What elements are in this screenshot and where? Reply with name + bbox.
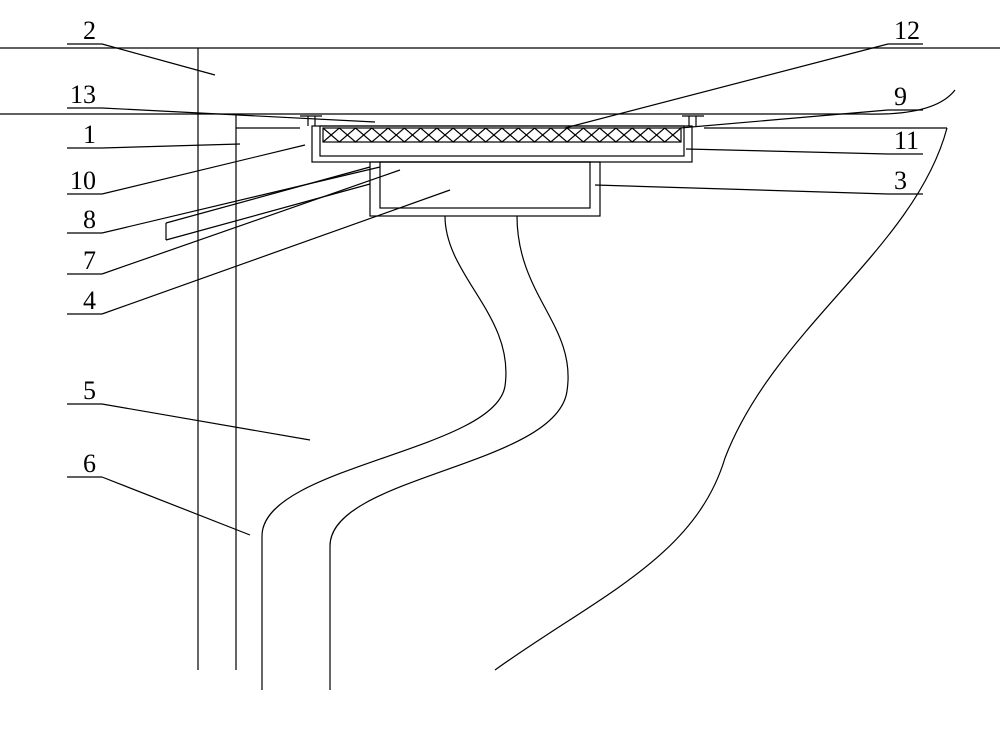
callout-label-l2: 2 bbox=[83, 16, 96, 45]
callout-label-l13: 13 bbox=[70, 80, 96, 109]
callout-label-l5: 5 bbox=[83, 376, 96, 405]
callout-leader bbox=[565, 44, 888, 128]
callout-leader bbox=[680, 110, 888, 128]
callout-leader bbox=[686, 149, 888, 154]
callout-label-l4: 4 bbox=[83, 286, 96, 315]
callout-leader bbox=[595, 185, 888, 194]
callout-label-l1: 1 bbox=[83, 120, 96, 149]
callout-leader bbox=[102, 145, 305, 194]
callout-label-l8: 8 bbox=[83, 205, 96, 234]
callout-leader bbox=[102, 477, 250, 535]
callout-leader bbox=[102, 167, 380, 233]
technical-diagram: 2 13 1 10 8 7 4 5 6 12 9 11 3 bbox=[0, 0, 1000, 741]
callout-leader bbox=[102, 144, 240, 148]
callout-leader bbox=[102, 190, 450, 314]
callout-label-l6: 6 bbox=[83, 449, 96, 478]
callout-leader bbox=[102, 404, 310, 440]
callout-label-l11: 11 bbox=[894, 126, 919, 155]
callout-label-l9: 9 bbox=[894, 82, 907, 111]
callout-label-l10: 10 bbox=[70, 166, 96, 195]
callout-leader bbox=[102, 108, 375, 122]
callout-label-l3: 3 bbox=[894, 166, 907, 195]
callout-label-l7: 7 bbox=[83, 246, 96, 275]
callout-label-l12: 12 bbox=[894, 16, 920, 45]
